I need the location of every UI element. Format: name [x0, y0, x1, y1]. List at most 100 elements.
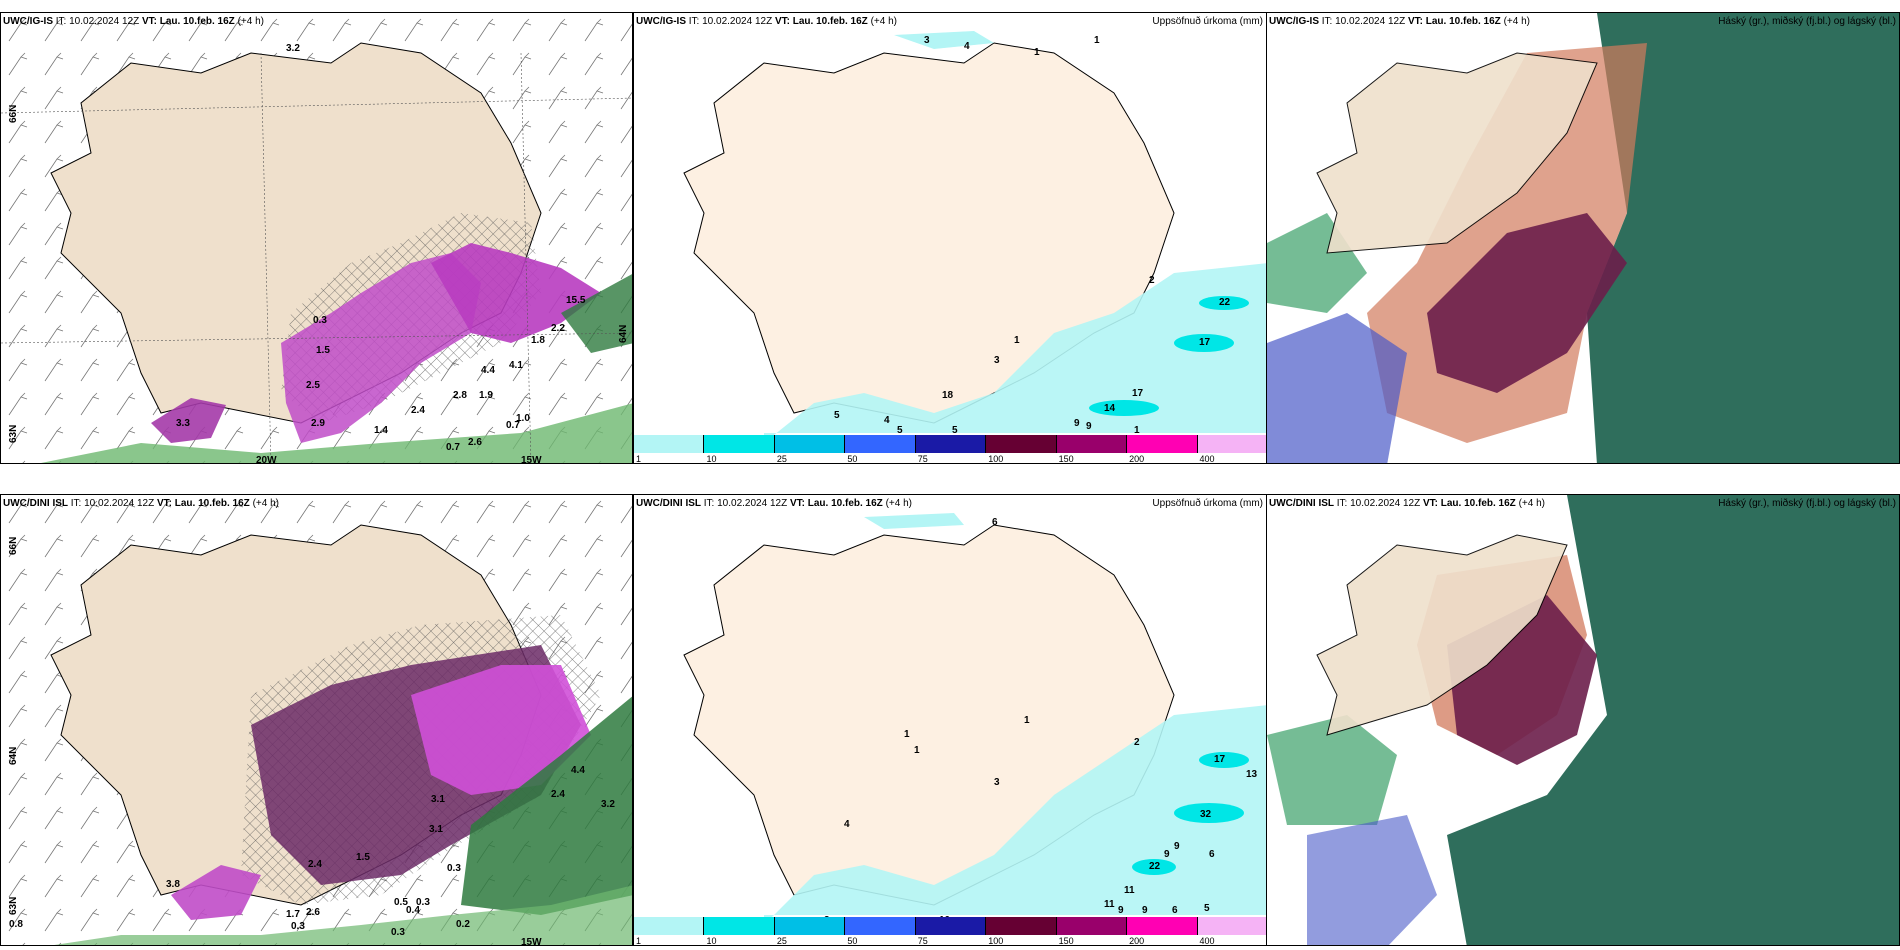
- colorbar-tick: 25: [776, 454, 787, 464]
- panel-r1-wind-precip: UWC/IG-IS IT: 10.02.2024 12Z VT: Lau. 10…: [0, 12, 633, 464]
- lat-label: 63N: [8, 425, 19, 443]
- colorbar-tick: 200: [1129, 454, 1145, 464]
- map-wind-precip: 15.5 4.4 1.8 2.2 4.1 2.8 1.9 2.4 1.4 3.3…: [1, 13, 632, 464]
- map-clouds: [1267, 13, 1899, 463]
- accum-label: 17: [1132, 388, 1144, 399]
- colorbar-swatch: [986, 917, 1057, 935]
- precip-label: 1.8: [531, 335, 545, 346]
- accum-label: 17: [1214, 754, 1226, 765]
- precip-label: 1.5: [316, 345, 330, 356]
- precip-label: 3.1: [429, 824, 443, 835]
- accum-label: 22: [1149, 861, 1161, 872]
- accum-label: 1: [914, 745, 920, 756]
- panel-r2-wind-precip: UWC/DINI ISL IT: 10.02.2024 12Z VT: Lau.…: [0, 494, 633, 946]
- precip-label: 2.6: [468, 437, 482, 448]
- colorbar-tick: 75: [917, 454, 928, 464]
- panel-r1-accum-precip: UWC/IG-IS IT: 10.02.2024 12Z VT: Lau. 10…: [633, 12, 1267, 464]
- lat-label: 66N: [8, 105, 19, 123]
- lat-label: 64N: [618, 325, 629, 343]
- colorbar-swatch: [704, 917, 775, 935]
- accum-label: 17: [1199, 337, 1211, 348]
- accum-label: 32: [1200, 809, 1212, 820]
- precip-magenta-ne: [431, 243, 601, 343]
- precip-label: 0.7: [506, 420, 520, 431]
- lon-label: 15W: [521, 455, 542, 464]
- accum-label: 22: [1219, 297, 1231, 308]
- precip-magenta: [411, 665, 591, 795]
- accum-label: 1: [1034, 47, 1040, 58]
- colorbar-swatch: [774, 917, 846, 935]
- colorbar-tick: 10: [706, 936, 717, 946]
- map-wind-precip: 3.8 1.7 2.6 0.3 1.5 3.1 3.1 2.4 0.3 0.3 …: [1, 495, 632, 946]
- precip-magenta-band: [281, 253, 481, 443]
- accum-label: 1: [1014, 335, 1020, 346]
- map-accum-precip: 3 4 1 1 22 17 17 14 9 9 1 5 3 1 18 5 4 5…: [683, 31, 1266, 443]
- precip-label: 3.2: [601, 799, 615, 810]
- precip-green-s: [41, 403, 632, 463]
- accum-label: 1: [1094, 35, 1100, 46]
- accum-label: 9: [1164, 849, 1170, 860]
- accum-label: 1: [904, 729, 910, 740]
- accum-label: 2: [1134, 737, 1140, 748]
- accum-label: 3: [994, 355, 1000, 366]
- accum-label: 4: [884, 415, 890, 426]
- colorbar-tick: 1: [636, 454, 642, 464]
- lon-label: 15W: [521, 937, 542, 946]
- precip-label: 4.4: [481, 365, 495, 376]
- accum-label: 4: [964, 41, 970, 52]
- colorbar-tick: 200: [1129, 936, 1145, 946]
- precip-magenta-sw: [151, 398, 226, 443]
- colorbar-swatch: [1056, 917, 1128, 935]
- precip-cyan: [764, 263, 1266, 443]
- colorbar-tick: 400: [1199, 936, 1215, 946]
- accum-label: 2: [1149, 275, 1155, 286]
- panel-title: UWC/DINI ISL IT: 10.02.2024 12Z VT: Lau.…: [3, 498, 279, 509]
- accum-label: 9: [1086, 421, 1092, 432]
- panel-subtitle: Uppsöfnuð úrkoma (mm): [1152, 498, 1263, 509]
- accum-label: 9: [1118, 905, 1124, 916]
- precip-label: 0.7: [446, 442, 460, 453]
- precip-label: 0.8: [9, 919, 23, 930]
- precip-label: 2.6: [306, 907, 320, 918]
- accum-label: 5: [834, 410, 840, 421]
- colorbar-swatch: [704, 435, 775, 453]
- colorbar-swatch: [915, 435, 987, 453]
- precip-label: 3.1: [431, 794, 445, 805]
- accum-label: 6: [1209, 849, 1215, 860]
- precip-label: 2.8: [453, 390, 467, 401]
- colorbar-swatch: [774, 435, 846, 453]
- precip-label: 4.4: [571, 765, 585, 776]
- colorbar: 1 10 25 50 75 100 150 200 400: [634, 435, 1266, 463]
- precip-label: 1.5: [356, 852, 370, 863]
- panel-subtitle: Uppsöfnuð úrkoma (mm): [1152, 16, 1263, 27]
- colorbar-tick: 150: [1058, 936, 1074, 946]
- accum-label: 6: [992, 517, 998, 528]
- accum-label: 14: [1104, 403, 1116, 414]
- colorbar-tick: 50: [847, 454, 858, 464]
- colorbar-swatch: [1056, 435, 1128, 453]
- colorbar-swatch: [634, 435, 705, 453]
- colorbar-swatch: [1197, 435, 1266, 453]
- colorbar-tick: 100: [988, 454, 1004, 464]
- precip-magenta-sw: [171, 865, 261, 920]
- panel-title: UWC/DINI ISL IT: 10.02.2024 12Z VT: Lau.…: [1269, 498, 1545, 509]
- panel-subtitle: Háský (gr.), miðský (fj.bl.) og lágský (…: [1718, 498, 1896, 509]
- precip-label: 1.0: [516, 413, 530, 424]
- colorbar-tick: 75: [917, 936, 928, 946]
- precip-label: 0.3: [447, 863, 461, 874]
- accum-label: 13: [1246, 769, 1258, 780]
- colorbar-tick: 1: [636, 936, 642, 946]
- precip-label: 0.3: [416, 897, 430, 908]
- accum-label: 6: [1172, 905, 1178, 916]
- lat-label: 66N: [8, 537, 19, 555]
- precip-green-se: [461, 696, 632, 915]
- precip-label: 1.4: [374, 425, 388, 436]
- precip-label: 3.8: [166, 879, 180, 890]
- precip-label: 0.5: [394, 897, 408, 908]
- panel-title: UWC/DINI ISL IT: 10.02.2024 12Z VT: Lau.…: [636, 498, 912, 509]
- precip-label: 2.2: [551, 323, 565, 334]
- colorbar-tick: 400: [1199, 454, 1215, 464]
- map-clouds: [1267, 495, 1899, 945]
- precip-label: 3.3: [176, 418, 190, 429]
- precip-label: 2.4: [411, 405, 425, 416]
